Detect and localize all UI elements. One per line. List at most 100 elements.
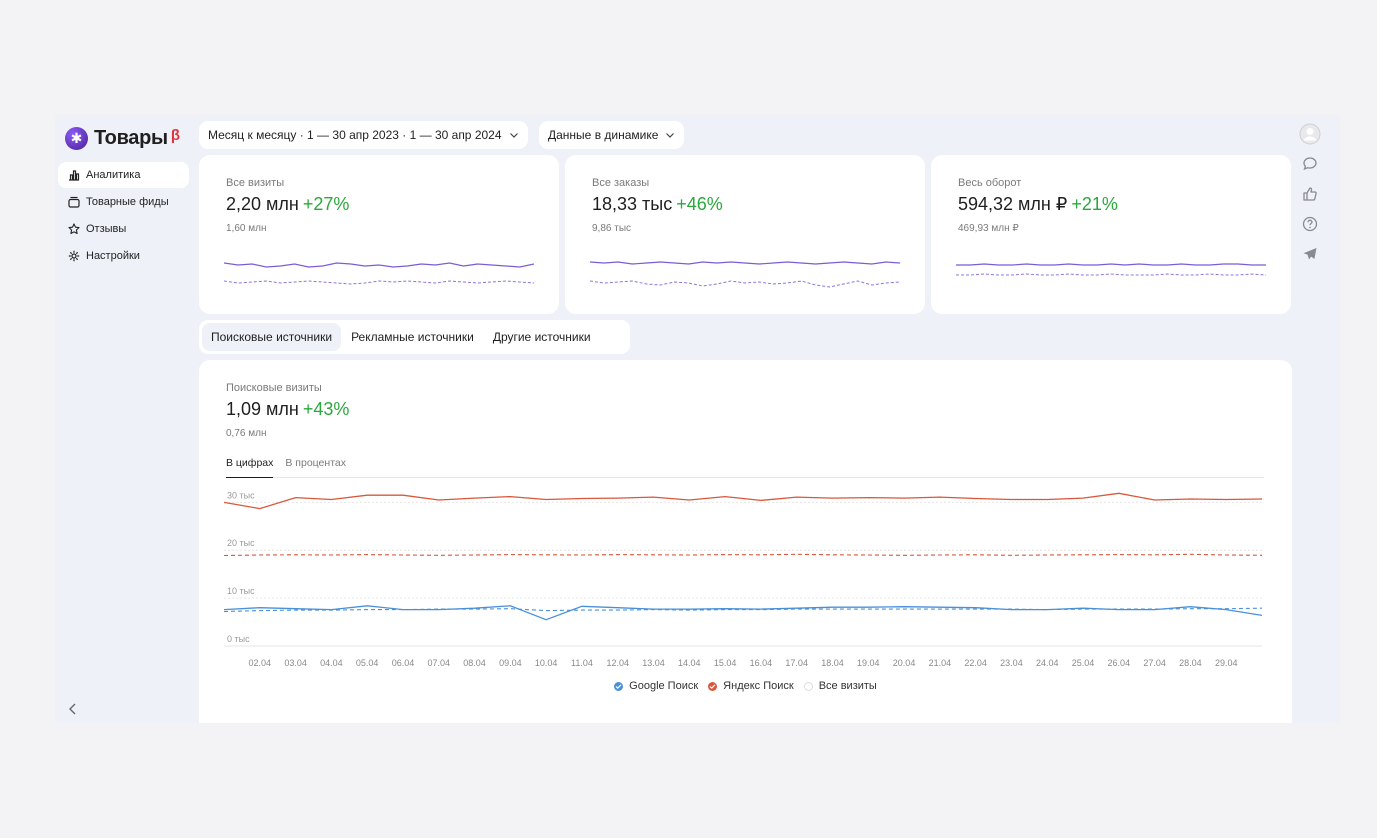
x-tick-label: 21.04 (929, 658, 952, 668)
x-tick-label: 05.04 (356, 658, 379, 668)
x-tick-label: 15.04 (714, 658, 737, 668)
sparkline-previous (224, 280, 534, 285)
user-avatar-icon (1299, 123, 1321, 145)
legend-label: Google Поиск (629, 680, 699, 692)
feed-icon (67, 196, 80, 209)
sidebar-item-label: Отзывы (86, 223, 127, 235)
send-plane-icon (1303, 248, 1317, 260)
sidebar-item-reviews[interactable]: Отзывы (58, 216, 189, 242)
legend-item-all-visits[interactable]: Все визиты (803, 680, 877, 692)
sidebar-item-feeds[interactable]: Товарные фиды (58, 189, 189, 215)
sparkline-current (956, 263, 1266, 266)
kpi-label: Весь оборот (958, 177, 1022, 189)
sidebar-nav: Аналитика Товарные фиды Отзывы Настройки (58, 162, 189, 270)
kpi-card-turnover[interactable]: Весь оборот 594,32 млн ₽ +21% 469,93 млн … (931, 155, 1291, 314)
checkbox-unchecked-icon (803, 681, 813, 691)
bar-chart-icon (67, 169, 80, 182)
telegram-button[interactable] (1299, 243, 1321, 265)
tab-search-sources[interactable]: Поисковые источники (202, 323, 342, 351)
gear-icon (67, 250, 80, 263)
chevron-down-icon (509, 133, 518, 138)
kpi-delta: +27% (302, 194, 350, 214)
chart-label: Поисковые визиты (226, 382, 322, 394)
kpi-card-orders[interactable]: Все заказы 18,33 тыс +46% 9,86 тыс (565, 155, 925, 314)
kpi-sparkline (590, 261, 900, 288)
chart-previous: 0,76 млн (226, 428, 267, 439)
x-tick-label: 18.04 (821, 658, 844, 668)
sidebar-item-label: Настройки (86, 250, 140, 262)
x-tick-label: 26.04 (1108, 658, 1131, 668)
legend-item-yandex[interactable]: Яндекс Поиск (708, 680, 794, 692)
x-tick-label: 24.04 (1036, 658, 1059, 668)
kpi-value-number: 2,20 млн (226, 194, 299, 214)
x-tick-label: 28.04 (1179, 658, 1202, 668)
thumbs-up-icon (1303, 187, 1317, 201)
tab-in-numbers[interactable]: В цифрах (226, 457, 274, 478)
beta-badge: β (170, 127, 180, 144)
x-tick-label: 19.04 (857, 658, 880, 668)
sidebar-item-settings[interactable]: Настройки (58, 243, 189, 269)
chart-value: 1,09 млн +43% (226, 399, 349, 420)
period-select-value: Месяц к месяцу · 1 — 30 апр 2023 · 1 — 3… (208, 128, 502, 142)
series-line-2 (223, 605, 1263, 621)
kpi-delta: +21% (1071, 194, 1118, 214)
kpi-value: 594,32 млн ₽ +21% (958, 194, 1118, 215)
kpi-label: Все заказы (592, 177, 650, 189)
chart-delta: +43% (302, 399, 350, 419)
logo-star-icon: ✱ (65, 127, 88, 150)
sparkline-current (590, 261, 900, 265)
feedback-button[interactable] (1299, 183, 1321, 205)
logo[interactable]: ✱ Товары β (65, 127, 180, 150)
x-tick-label: 23.04 (1000, 658, 1023, 668)
mode-select[interactable]: Данные в динамике (539, 121, 685, 149)
collapse-sidebar-button[interactable] (65, 701, 81, 717)
kpi-previous: 1,60 млн (226, 223, 267, 234)
x-tick-label: 09.04 (499, 658, 522, 668)
sidebar-item-label: Товарные фиды (86, 196, 169, 208)
x-tick-label: 27.04 (1143, 658, 1166, 668)
period-select[interactable]: Месяц к месяцу · 1 — 30 апр 2023 · 1 — 3… (199, 121, 528, 149)
sidebar-item-analytics[interactable]: Аналитика (58, 162, 189, 188)
y-tick-label: 20 тыс (227, 538, 255, 548)
chart-value-number: 1,09 млн (226, 399, 299, 419)
app-root: ✱ Товары β Аналитика Товарные фиды Отзыв… (55, 115, 1340, 723)
x-tick-label: 17.04 (785, 658, 808, 668)
x-tick-label: 02.04 (249, 658, 272, 668)
kpi-card-visits[interactable]: Все визиты 2,20 млн +27% 1,60 млн (199, 155, 559, 314)
x-tick-label: 08.04 (463, 658, 486, 668)
source-tabs: Поисковые источники Рекламные источники … (199, 320, 630, 354)
search-visits-card: Поисковые визиты 1,09 млн +43% 0,76 млн В… (199, 360, 1292, 723)
tab-other-sources[interactable]: Другие источники (492, 330, 591, 344)
sparkline-previous (590, 280, 900, 288)
checkbox-checked-icon (708, 681, 718, 691)
series-line-1 (223, 553, 1263, 557)
x-tick-label: 13.04 (642, 658, 665, 668)
help-button[interactable] (1299, 213, 1321, 235)
avatar[interactable] (1299, 123, 1321, 145)
kpi-value-number: 594,32 млн ₽ (958, 194, 1068, 214)
kpi-previous: 469,93 млн ₽ (958, 223, 1019, 234)
x-tick-label: 29.04 (1215, 658, 1238, 668)
kpi-value: 2,20 млн +27% (226, 194, 349, 215)
kpi-value: 18,33 тыс +46% (592, 194, 723, 215)
y-tick-label: 10 тыс (227, 586, 255, 596)
x-tick-label: 11.04 (571, 658, 593, 668)
x-tick-label: 06.04 (392, 658, 415, 668)
tab-ad-sources[interactable]: Рекламные источники (351, 330, 474, 344)
legend-item-google[interactable]: Google Поиск (614, 680, 698, 692)
x-tick-label: 10.04 (535, 658, 558, 668)
chat-button[interactable] (1299, 153, 1321, 175)
y-tick-label: 0 тыс (227, 634, 250, 644)
tab-in-percent[interactable]: В процентах (285, 457, 346, 469)
kpi-previous: 9,86 тыс (592, 223, 632, 234)
star-icon (67, 223, 80, 236)
chevron-down-icon (666, 133, 675, 138)
x-tick-label: 16.04 (750, 658, 773, 668)
x-tick-label: 12.04 (606, 658, 629, 668)
help-question-icon (1302, 216, 1318, 232)
series-line-3 (223, 607, 1263, 613)
series-line-0 (223, 492, 1263, 510)
kpi-sparkline (224, 262, 534, 285)
sparkline-current (224, 262, 534, 268)
x-tick-label: 07.04 (427, 658, 450, 668)
